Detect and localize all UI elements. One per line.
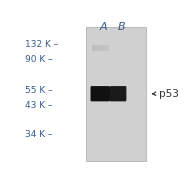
Text: 132 K –: 132 K –: [26, 40, 59, 49]
Text: 34 K –: 34 K –: [26, 130, 53, 139]
Text: B: B: [118, 22, 125, 33]
FancyBboxPatch shape: [110, 86, 126, 101]
Text: 43 K –: 43 K –: [26, 101, 53, 110]
Text: p53: p53: [159, 89, 179, 99]
Bar: [92, 45, 109, 50]
Text: A: A: [100, 22, 107, 33]
Text: 55 K –: 55 K –: [26, 86, 53, 95]
Text: 90 K –: 90 K –: [26, 55, 53, 64]
Bar: [86, 27, 146, 161]
FancyBboxPatch shape: [90, 86, 110, 101]
